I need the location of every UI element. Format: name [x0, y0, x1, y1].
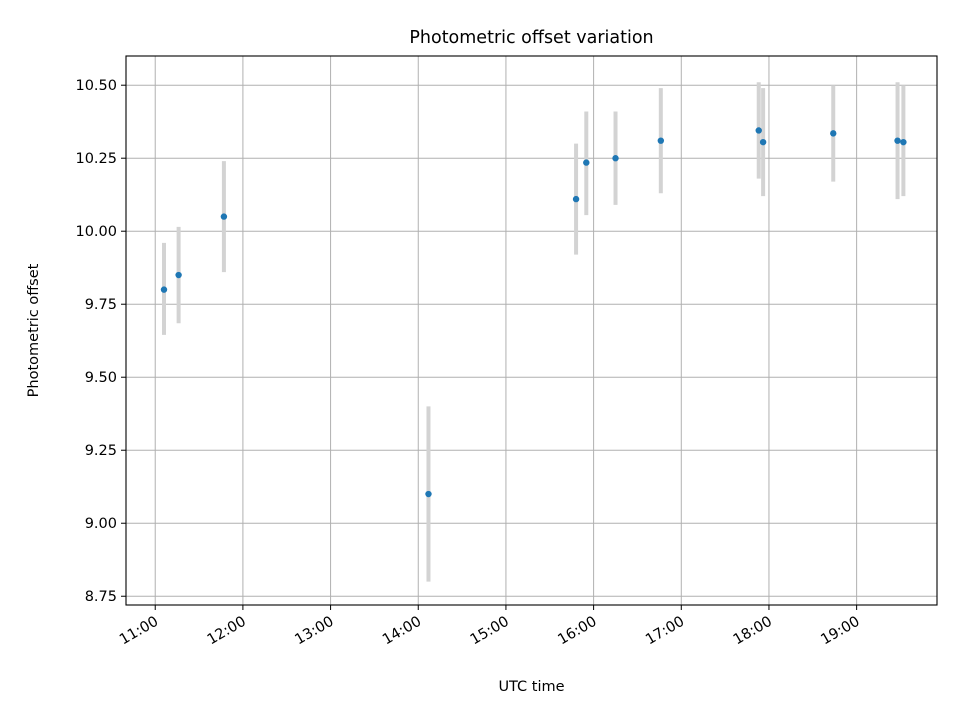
y-axis-label: Photometric offset: [26, 263, 42, 397]
data-point: [612, 155, 619, 162]
chart-title: Photometric offset variation: [409, 28, 653, 48]
data-point: [160, 286, 168, 293]
data-point: [755, 127, 762, 134]
data-point: [220, 213, 228, 220]
x-axis-label: UTC time: [498, 679, 564, 695]
y-axis-ticks: 8.75 9.00 9.25 9.50 9.75 10.00 10.25 10.50: [75, 78, 126, 605]
data-point: [572, 195, 580, 203]
y-tick-label: 9.75: [85, 297, 117, 313]
y-tick-label: 8.75: [85, 589, 117, 605]
y-tick-label: 9.00: [85, 516, 117, 532]
y-tick-label: 10.25: [75, 151, 117, 167]
data-point: [425, 490, 432, 498]
data-point: [175, 271, 182, 279]
data-point: [894, 137, 901, 144]
data-point: [657, 137, 665, 144]
data-point: [759, 138, 767, 146]
y-tick-label: 9.50: [85, 370, 117, 386]
y-tick-label: 9.25: [85, 443, 117, 459]
data-point: [830, 130, 837, 137]
data-points: [160, 127, 907, 498]
y-tick-label: 10.50: [75, 78, 117, 94]
data-point: [583, 159, 590, 166]
grid-lines: [126, 56, 937, 605]
y-tick-label: 10.00: [75, 224, 117, 240]
plot-frame: [125, 55, 938, 606]
data-point: [900, 138, 907, 146]
